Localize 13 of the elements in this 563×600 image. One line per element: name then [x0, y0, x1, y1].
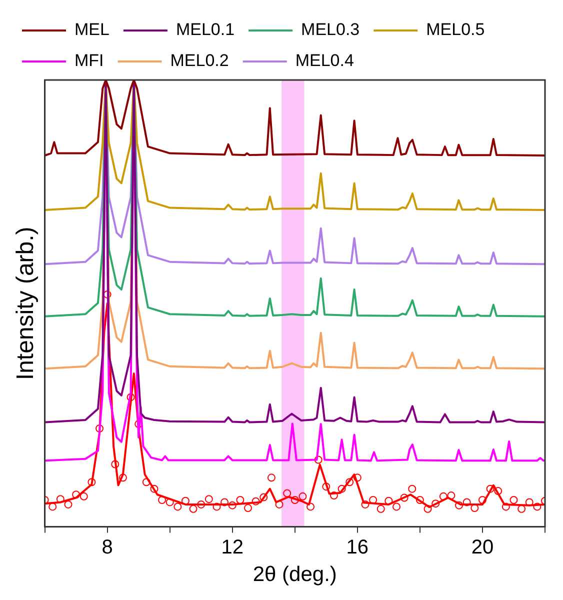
legend-label: MEL0.3	[301, 20, 360, 40]
legend-label: MEL0.5	[426, 20, 485, 40]
x-axis-title: 2θ (deg.)	[252, 563, 337, 586]
x-tick-label: 16	[346, 536, 369, 558]
legend-label: MFI	[74, 51, 104, 70]
x-tick-label: 12	[221, 536, 244, 558]
legend-label: MEL0.1	[176, 20, 235, 40]
x-tick-label: 8	[102, 536, 113, 558]
legend-label: MEL0.2	[170, 51, 229, 70]
y-axis-title: Intensity (arb.)	[12, 226, 40, 380]
legend-label: MEL	[74, 20, 110, 40]
legend-label: MEL0.4	[295, 51, 354, 70]
x-tick-label: 20	[471, 536, 494, 558]
